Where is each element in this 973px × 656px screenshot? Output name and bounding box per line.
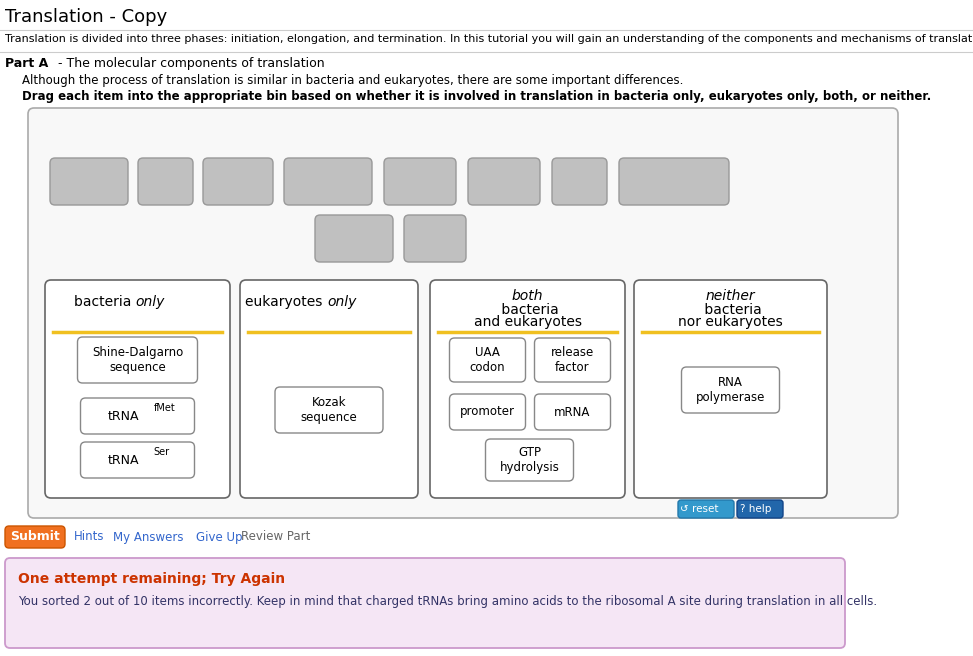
Text: neither: neither <box>705 289 755 303</box>
FancyBboxPatch shape <box>552 158 607 205</box>
FancyBboxPatch shape <box>284 158 372 205</box>
Text: My Answers: My Answers <box>113 531 184 544</box>
FancyBboxPatch shape <box>81 442 195 478</box>
Text: fMet: fMet <box>154 403 175 413</box>
FancyBboxPatch shape <box>486 439 573 481</box>
Text: Ser: Ser <box>154 447 169 457</box>
Text: tRNA: tRNA <box>108 409 139 422</box>
FancyBboxPatch shape <box>681 367 779 413</box>
FancyBboxPatch shape <box>45 280 230 498</box>
Text: Translation - Copy: Translation - Copy <box>5 8 167 26</box>
Text: release
factor: release factor <box>551 346 595 374</box>
Text: RNA
polymerase: RNA polymerase <box>696 376 765 404</box>
FancyBboxPatch shape <box>81 398 195 434</box>
Text: bacteria: bacteria <box>496 303 559 317</box>
Text: Shine-Dalgarno
sequence: Shine-Dalgarno sequence <box>91 346 183 374</box>
Text: only: only <box>135 295 164 309</box>
Text: Although the process of translation is similar in bacteria and eukaryotes, there: Although the process of translation is s… <box>22 74 683 87</box>
Text: ? help: ? help <box>740 504 772 514</box>
Text: ↺ reset: ↺ reset <box>680 504 718 514</box>
FancyBboxPatch shape <box>50 158 128 205</box>
FancyBboxPatch shape <box>450 338 525 382</box>
Text: only: only <box>327 295 356 309</box>
FancyBboxPatch shape <box>28 108 898 518</box>
FancyBboxPatch shape <box>275 387 383 433</box>
Text: Translation is divided into three phases: initiation, elongation, and terminatio: Translation is divided into three phases… <box>5 34 973 44</box>
FancyBboxPatch shape <box>737 500 783 518</box>
Text: mRNA: mRNA <box>555 405 591 419</box>
FancyBboxPatch shape <box>468 158 540 205</box>
Text: Hints: Hints <box>74 531 104 544</box>
Text: nor eukaryotes: nor eukaryotes <box>678 315 783 329</box>
FancyBboxPatch shape <box>384 158 456 205</box>
Text: You sorted 2 out of 10 items incorrectly. Keep in mind that charged tRNAs bring : You sorted 2 out of 10 items incorrectly… <box>18 595 877 608</box>
Text: Kozak
sequence: Kozak sequence <box>301 396 357 424</box>
FancyBboxPatch shape <box>203 158 273 205</box>
FancyBboxPatch shape <box>430 280 625 498</box>
Text: Part A: Part A <box>5 57 49 70</box>
FancyBboxPatch shape <box>78 337 198 383</box>
Text: and eukaryotes: and eukaryotes <box>474 315 582 329</box>
FancyBboxPatch shape <box>634 280 827 498</box>
Text: promoter: promoter <box>460 405 515 419</box>
FancyBboxPatch shape <box>315 215 393 262</box>
Text: Review Part: Review Part <box>241 531 310 544</box>
FancyBboxPatch shape <box>534 394 610 430</box>
Text: both: both <box>512 289 543 303</box>
FancyBboxPatch shape <box>450 394 525 430</box>
FancyBboxPatch shape <box>404 215 466 262</box>
Text: One attempt remaining; Try Again: One attempt remaining; Try Again <box>18 572 285 586</box>
Text: Drag each item into the appropriate bin based on whether it is involved in trans: Drag each item into the appropriate bin … <box>22 90 931 103</box>
Text: eukaryotes: eukaryotes <box>245 295 327 309</box>
Text: Give Up: Give Up <box>196 531 242 544</box>
FancyBboxPatch shape <box>5 526 65 548</box>
Text: tRNA: tRNA <box>108 453 139 466</box>
Text: bacteria: bacteria <box>74 295 135 309</box>
Text: UAA
codon: UAA codon <box>470 346 505 374</box>
Text: bacteria: bacteria <box>700 303 762 317</box>
Text: - The molecular components of translation: - The molecular components of translatio… <box>54 57 325 70</box>
FancyBboxPatch shape <box>619 158 729 205</box>
FancyBboxPatch shape <box>240 280 418 498</box>
Text: GTP
hydrolysis: GTP hydrolysis <box>499 446 559 474</box>
FancyBboxPatch shape <box>678 500 734 518</box>
FancyBboxPatch shape <box>534 338 610 382</box>
Text: Submit: Submit <box>10 531 60 544</box>
FancyBboxPatch shape <box>138 158 193 205</box>
FancyBboxPatch shape <box>5 558 845 648</box>
